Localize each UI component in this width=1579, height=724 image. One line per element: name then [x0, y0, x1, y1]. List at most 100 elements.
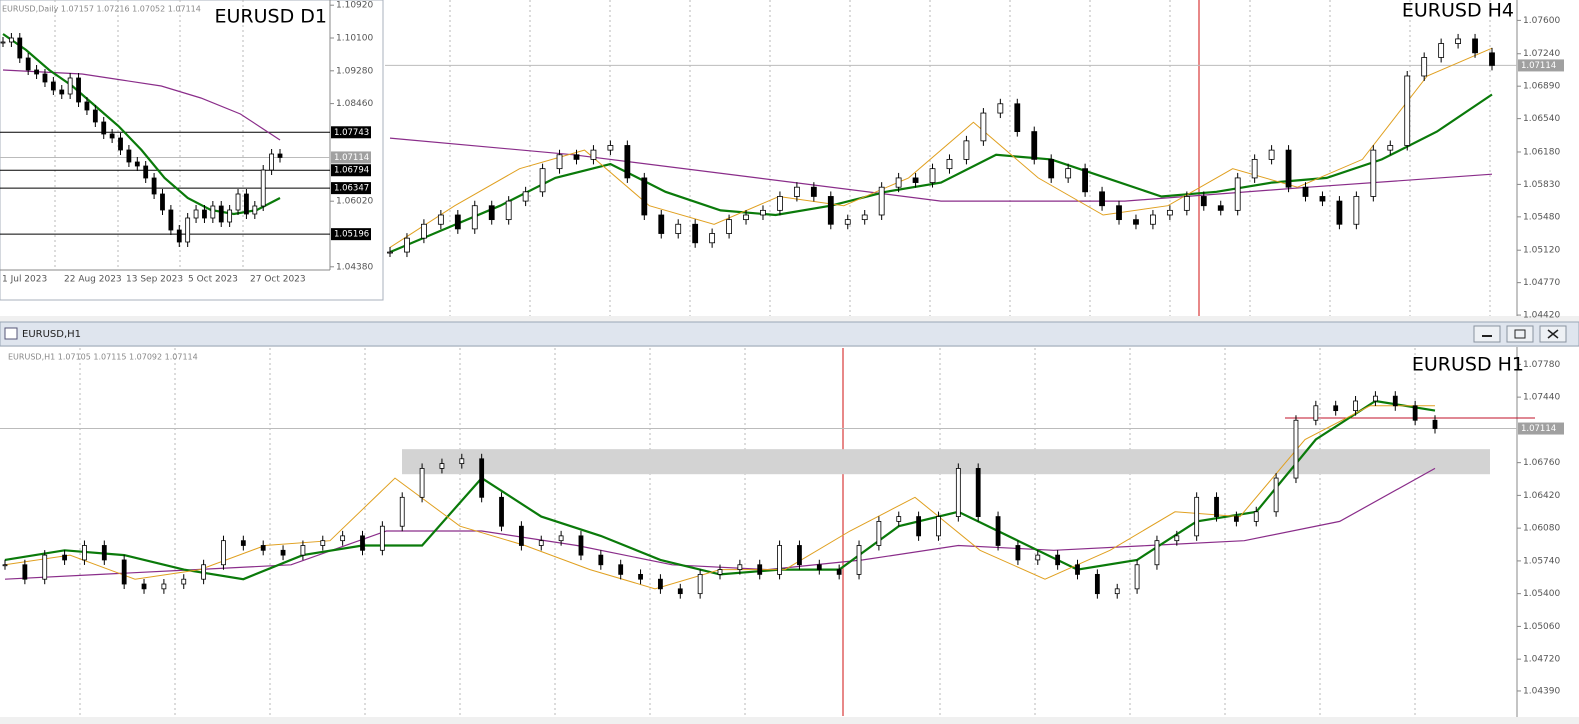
candle	[181, 578, 187, 585]
candle	[121, 559, 127, 585]
candle	[479, 458, 485, 498]
candle	[193, 209, 199, 219]
candle	[419, 468, 425, 498]
candle	[737, 564, 743, 570]
y-tick-label: 1.07600	[1523, 16, 1560, 26]
candle	[955, 468, 961, 517]
y-tick-label: 1.06080	[1523, 524, 1560, 534]
candle	[437, 214, 444, 225]
candle	[1094, 573, 1100, 595]
candle	[126, 149, 132, 163]
x-tick-label: 1 Jul 2023	[2, 275, 47, 285]
candle	[1353, 196, 1360, 225]
candle	[844, 219, 851, 225]
candle	[638, 573, 643, 580]
candle	[929, 168, 936, 183]
candle	[1014, 103, 1021, 132]
candle	[558, 535, 564, 542]
candle	[1015, 545, 1021, 561]
candle	[1412, 405, 1418, 421]
candle	[1268, 149, 1275, 160]
candle	[59, 89, 65, 95]
candle	[760, 209, 766, 216]
y-tick-label: 1.10100	[336, 34, 373, 44]
candle	[1353, 400, 1358, 412]
y-tick-label: 1.06540	[1523, 114, 1560, 124]
candle	[578, 535, 584, 556]
d1-title: EURUSD D1	[215, 6, 327, 28]
candle	[1174, 535, 1180, 542]
y-tick-label: 1.04720	[1523, 655, 1560, 665]
candle	[1214, 496, 1219, 517]
level-label: 1.07743	[334, 128, 369, 138]
candle	[916, 516, 922, 537]
d1-info: EURUSD,Daily 1.07157 1.07216 1.07052 1.0…	[2, 5, 201, 14]
candle	[861, 214, 868, 221]
y-tick-label: 1.05120	[1523, 246, 1560, 256]
candle	[658, 214, 665, 234]
candle	[946, 158, 953, 170]
candle	[161, 583, 167, 590]
restore-button[interactable]	[1506, 325, 1534, 343]
candle	[895, 177, 902, 188]
candle	[1432, 419, 1438, 429]
candle	[1285, 149, 1292, 188]
ma-mid-line	[389, 93, 1493, 254]
candle	[221, 540, 226, 566]
candle	[404, 237, 410, 253]
candle	[717, 569, 723, 575]
candle	[84, 101, 90, 111]
x-tick-label: 5 Oct 2023	[188, 275, 238, 285]
candle	[1154, 540, 1160, 566]
h1-info: EURUSD,H1 1.07105 1.07115 1.07092 1.0711…	[8, 353, 198, 362]
candle	[1150, 214, 1156, 225]
candle	[1035, 554, 1041, 561]
y-tick-label: 1.07440	[1523, 393, 1560, 403]
candle	[109, 133, 115, 139]
candle	[252, 205, 258, 215]
candle	[277, 153, 283, 158]
candle	[797, 545, 802, 566]
ma-mid-line	[2, 33, 281, 216]
candle	[1116, 205, 1122, 221]
level-box	[331, 228, 371, 241]
candle	[1387, 145, 1394, 151]
minimize-button[interactable]	[1473, 325, 1501, 343]
candle	[82, 545, 87, 561]
y-tick-label: 1.05830	[1523, 180, 1560, 190]
candle	[1065, 168, 1072, 179]
candle	[618, 564, 624, 575]
candle	[936, 516, 941, 537]
candle	[975, 468, 981, 517]
candle	[1133, 219, 1139, 225]
candle	[726, 219, 732, 234]
price-label: 1.07114	[1521, 61, 1556, 71]
y-tick-label: 1.10920	[336, 1, 373, 11]
candle	[827, 196, 834, 225]
x-tick-label: 27 Oct 2023	[250, 275, 306, 285]
candle	[810, 186, 817, 197]
candle	[1336, 200, 1343, 225]
candle	[793, 186, 800, 197]
y-tick-label: 1.09280	[336, 66, 373, 76]
window-buttons[interactable]	[1473, 325, 1567, 343]
candle	[269, 153, 275, 171]
candle	[1373, 395, 1378, 402]
candle	[1194, 496, 1200, 537]
candle	[454, 214, 461, 230]
zone	[402, 449, 1490, 475]
level-label: 1.06794	[334, 166, 369, 176]
candle	[573, 154, 580, 160]
candle	[218, 205, 224, 223]
candle	[1134, 564, 1140, 590]
candle	[1455, 38, 1461, 44]
h1-titlebar	[0, 321, 1579, 347]
y-tick-label: 1.05400	[1523, 589, 1560, 599]
candle	[439, 463, 445, 469]
x-tick-label: 22 Aug 2023	[64, 275, 122, 285]
candle	[995, 516, 1001, 546]
y-tick-label: 1.05480	[1523, 212, 1560, 222]
candle	[459, 458, 465, 465]
close-icon	[1547, 329, 1559, 339]
candle	[67, 77, 73, 95]
